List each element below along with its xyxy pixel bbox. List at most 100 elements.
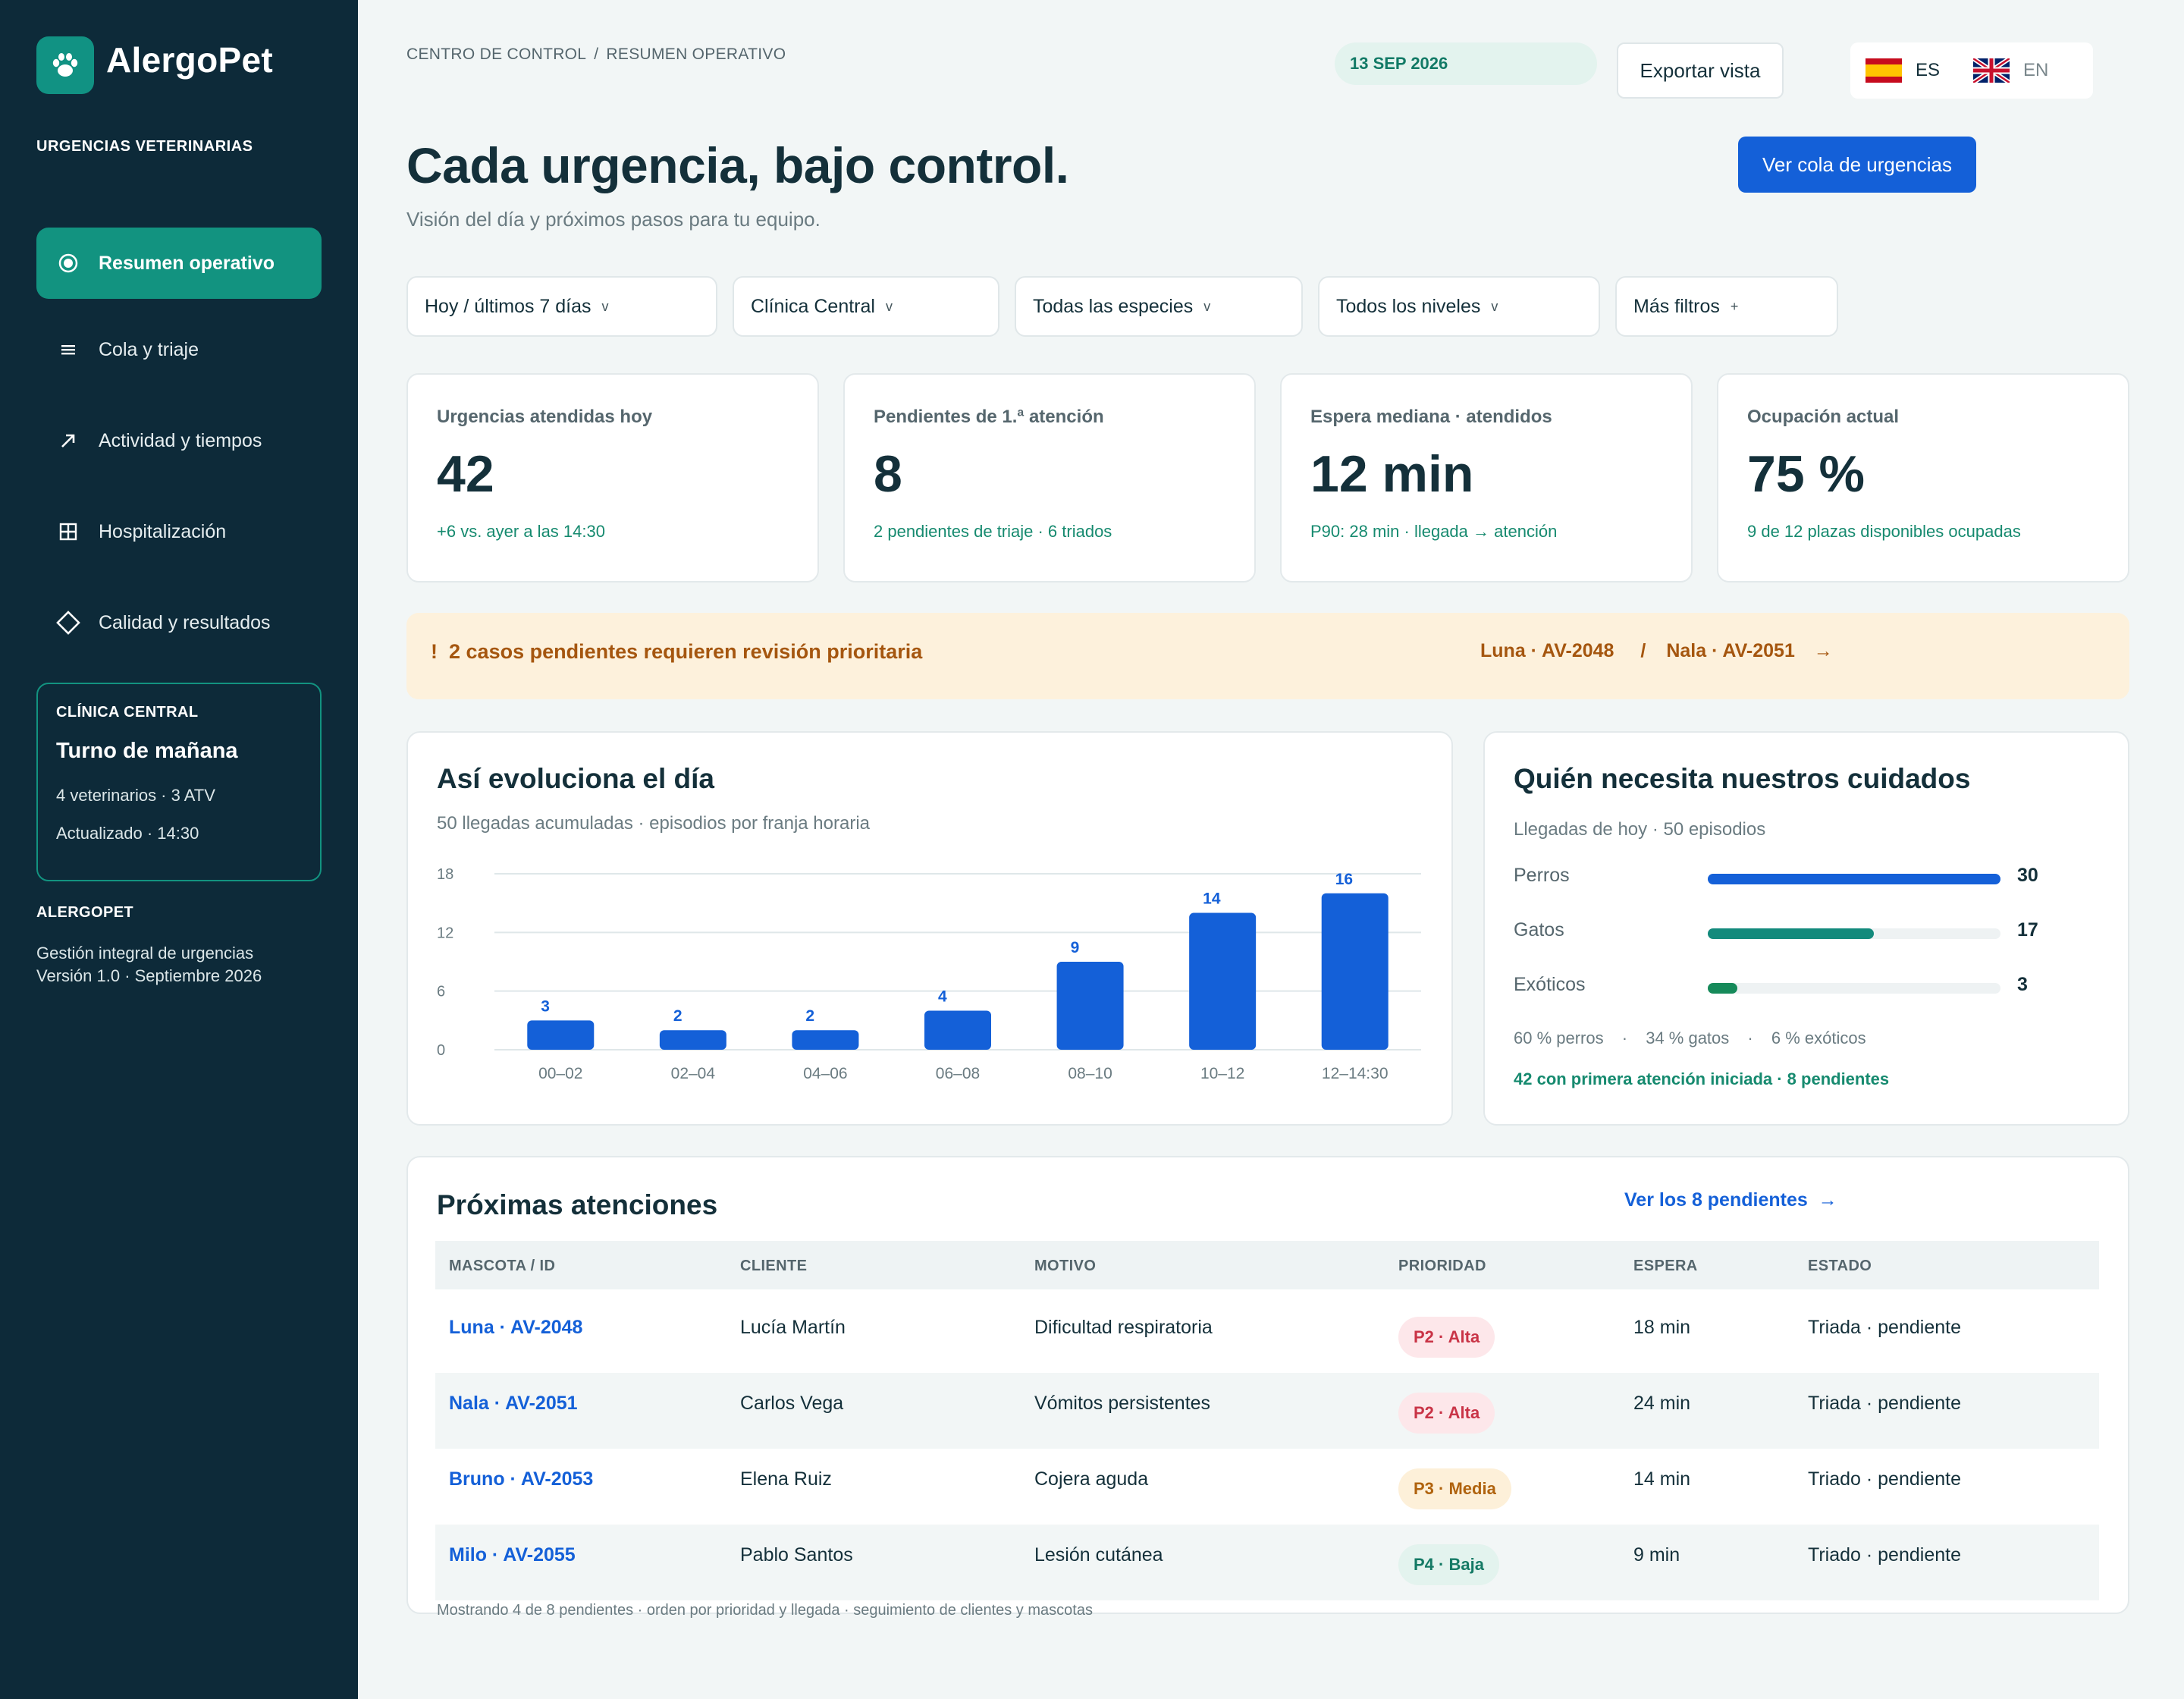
language-option-es[interactable]: ES [1866,58,1940,83]
filter-more[interactable]: Más filtros + [1615,276,1838,337]
staff-summary: 4 veterinarios · 3 ATV [56,786,215,805]
alert-icon: ! [431,640,438,663]
bar [527,1020,595,1050]
pet-link[interactable]: Nala · AV-2051 [449,1393,578,1414]
nav-label: Actividad y tiempos [99,429,262,451]
evolution-chart-card: Así evoluciona el día 50 llegadas acumul… [406,731,1453,1126]
view-pending-link[interactable]: Ver los 8 pendientes → [1624,1189,1837,1211]
species-subtitle: Llegadas de hoy · 50 episodios [1514,819,1766,840]
share-item: 60 % perros [1514,1029,1604,1047]
column-header[interactable]: CLIENTE [740,1258,808,1274]
species-bar-track [1708,983,2000,994]
kpi-subtext: 9 de 12 plazas disponibles ocupadas [1747,522,2021,541]
client-name: Pablo Santos [740,1544,853,1566]
bar-chart: 0 6 12 18 3 00–02 2 02–04 2 04–06 4 06–08 9 08–10 14 10… [437,866,1421,1082]
nav-label: Cola y triaje [99,338,199,360]
reason: Vómitos persistentes [1034,1393,1211,1414]
client-name: Lucía Martín [740,1317,846,1338]
grid-icon [53,522,83,542]
column-header[interactable]: PRIORIDAD [1398,1258,1486,1274]
kpi-card-occupancy: Ocupación actual 75 % 9 de 12 plazas dis… [1717,373,2129,583]
column-header[interactable]: MASCOTA / ID [449,1258,556,1274]
kpi-label: Pendientes de 1.ª atención [874,407,1104,427]
reason: Cojera aguda [1034,1468,1149,1490]
kpi-card-pending: Pendientes de 1.ª atención 8 2 pendiente… [843,373,1256,583]
reason: Lesión cutánea [1034,1544,1163,1566]
filter-label: Más filtros [1633,295,1720,317]
bar-value-label: 9 [1071,939,1080,956]
bar-value-label: 2 [805,1007,814,1025]
species-row-exotics: Exóticos 3 [1485,974,2128,1004]
language-option-en[interactable]: EN [1973,58,2048,83]
table-footnote: Mostrando 4 de 8 pendientes · orden por … [437,1602,1093,1619]
alert-pet-link[interactable]: Luna · AV-2048 [1480,640,1614,661]
kpi-value: 8 [874,445,902,503]
nav-item-resumen-operativo[interactable]: Resumen operativo [36,228,322,299]
table-row[interactable]: Luna · AV-2048 Lucía Martín Dificultad r… [435,1297,2099,1373]
export-view-button[interactable]: Exportar vista [1617,42,1784,99]
breadcrumb-separator: / [594,46,599,63]
alert-text: 2 casos pendientes requieren revisión pr… [449,640,923,663]
bar-value-label: 2 [673,1007,682,1025]
bar [792,1030,859,1050]
page-title: Cada urgencia, bajo control. [406,137,1069,193]
kpi-card-median-wait: Espera mediana · atendidos 12 min P90: 2… [1280,373,1693,583]
table-row[interactable]: Bruno · AV-2053 Elena Ruiz Cojera aguda … [435,1449,2099,1525]
nav-item-cola-y-triaje[interactable]: Cola y triaje [36,314,322,385]
share-item: 34 % gatos [1646,1029,1730,1047]
filter-clinic[interactable]: Clínica Central v [733,276,999,337]
x-tick-label: 02–04 [671,1065,716,1082]
alert-separator: / [1640,640,1646,661]
filter-label: Hoy / últimos 7 días [425,295,592,317]
species-count: 30 [2017,865,2038,886]
plus-icon: + [1730,298,1739,314]
queue-title: Próximas atenciones [437,1189,718,1220]
bar [924,1010,991,1050]
app-name[interactable]: AlergoPet [106,40,273,80]
pet-link[interactable]: Bruno · AV-2053 [449,1468,594,1490]
footer-description: Gestión integral de urgencias [36,944,254,963]
species-footer: 42 con primera atención iniciada · 8 pen… [1514,1069,1890,1088]
column-header[interactable]: ESTADO [1808,1258,1872,1274]
kpi-value: 12 min [1310,445,1474,503]
breadcrumb-item[interactable]: CENTRO DE CONTROL [406,46,587,63]
nav-item-hospitalizacion[interactable]: Hospitalización [36,496,322,567]
pet-link[interactable]: Milo · AV-2055 [449,1544,576,1566]
language-code: EN [2023,60,2049,80]
breadcrumb-item: RESUMEN OPERATIVO [606,46,786,63]
view-emergency-queue-button[interactable]: Ver cola de urgencias [1738,137,1976,193]
wait-time: 14 min [1633,1468,1691,1490]
nav-label: Hospitalización [99,520,227,542]
y-tick-label: 12 [437,925,453,941]
status: Triado · pendiente [1808,1544,1961,1566]
filter-label: Todas las especies [1033,295,1194,317]
filter-species[interactable]: Todas las especies v [1015,276,1303,337]
spain-flag-icon [1866,58,1902,83]
alert-pet-link[interactable]: Nala · AV-2051 [1666,640,1795,661]
filter-label: Todos los niveles [1336,295,1481,317]
client-name: Elena Ruiz [740,1468,832,1490]
nav-item-actividad-y-tiempos[interactable]: Actividad y tiempos [36,405,322,476]
chevron-down-icon: v [1203,298,1211,314]
column-header[interactable]: ESPERA [1633,1258,1698,1274]
column-header[interactable]: MOTIVO [1034,1258,1097,1274]
pet-link[interactable]: Luna · AV-2048 [449,1317,583,1338]
arrow-right-icon: → [1818,1189,1837,1211]
wait-time: 24 min [1633,1393,1691,1414]
bar-value-label: 16 [1335,871,1353,888]
section-caption: URGENCIAS VETERINARIAS [36,138,253,155]
wait-time: 9 min [1633,1544,1680,1566]
arrow-right-icon[interactable]: → [1813,640,1833,661]
species-name: Gatos [1514,919,1564,941]
filter-label: Clínica Central [751,295,875,317]
table-row[interactable]: Nala · AV-2051 Carlos Vega Vómitos persi… [435,1373,2099,1449]
filter-period[interactable]: Hoy / últimos 7 días v [406,276,717,337]
species-shares: 60 % perros · 34 % gatos · 6 % exóticos [1514,1029,1866,1048]
nav-item-calidad-y-resultados[interactable]: Calidad y resultados [36,587,322,658]
updated-time: Actualizado · 14:30 [56,824,199,843]
y-tick-label: 18 [437,866,453,883]
filter-levels[interactable]: Todos los niveles v [1318,276,1600,337]
table-row[interactable]: Milo · AV-2055 Pablo Santos Lesión cután… [435,1525,2099,1600]
status: Triada · pendiente [1808,1317,1961,1338]
kpi-label: Ocupación actual [1747,407,1900,427]
